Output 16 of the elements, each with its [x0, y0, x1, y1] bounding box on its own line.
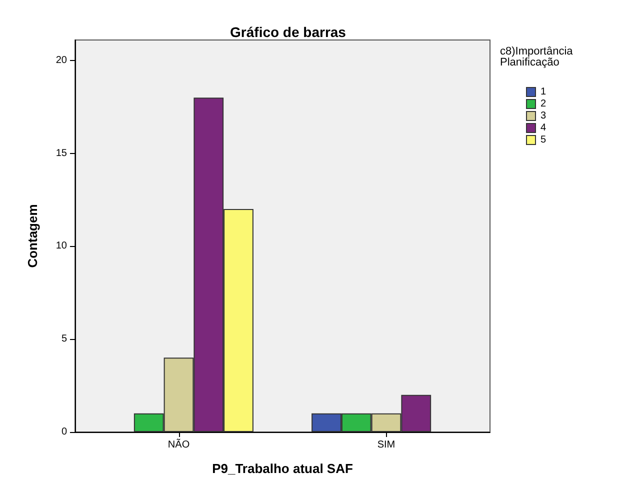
- y-tick-label: 15: [56, 148, 68, 159]
- y-tick-label: 0: [61, 426, 68, 438]
- y-tick-label: 5: [61, 334, 68, 345]
- y-tick-label: 20: [56, 54, 68, 66]
- x-tick-label: NÃO: [168, 438, 190, 450]
- legend-label: 1: [540, 86, 546, 98]
- y-tick-label: 10: [56, 240, 68, 252]
- legend-label: 4: [540, 122, 546, 134]
- legend-label: 3: [540, 110, 546, 122]
- y-axis-title: Contagem: [25, 204, 40, 268]
- legend-label: 2: [540, 98, 546, 110]
- x-tick-label: SIM: [377, 440, 396, 450]
- chart-title: Gráfico de barras: [230, 24, 346, 40]
- legend-title: c8)Importância Planificação: [500, 46, 574, 68]
- legend-label: 5: [540, 134, 546, 146]
- x-axis-title: P9_Trabalho atual SAF: [212, 461, 353, 476]
